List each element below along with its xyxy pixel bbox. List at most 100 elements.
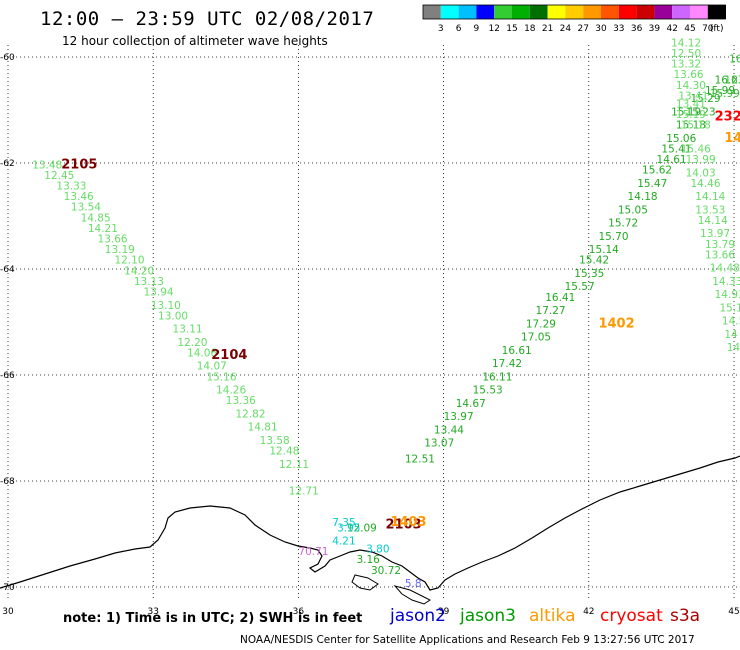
wave-height-value: 14.30 (676, 80, 706, 92)
satellite-jason2-legend: jason2 (390, 606, 446, 626)
color-scale-legend: 3 6 9 12 15 18 21 24 27 30 33 36 39 42 45 70(ft) (422, 4, 727, 34)
color-scale-swatch (672, 5, 690, 19)
orbit-number-label: 1403 (390, 515, 426, 530)
color-scale-swatch (565, 5, 584, 19)
wave-height-value: 14 (724, 329, 738, 341)
credit-line: NOAA/NESDIS Center for Satellite Applica… (240, 634, 695, 646)
color-scale-label: 33 (613, 24, 624, 34)
wave-height-value: 13.54 (71, 202, 101, 214)
wave-height-value: 14.18 (628, 191, 658, 203)
color-scale-swatch (707, 5, 726, 19)
satellite-cryosat-legend: cryosat (600, 606, 663, 626)
wave-height-value: 15.41 (661, 143, 691, 155)
wave-height-value: 13.66 (674, 69, 704, 81)
color-scale-label: (ft) (710, 24, 724, 34)
footnote: note: 1) Time is in UTC; 2) SWH is in fe… (63, 611, 363, 626)
wave-height-value: 13.97 (700, 228, 730, 240)
wave-height-value: 15.42 (579, 255, 609, 267)
wave-height-value: 15.35 (574, 268, 604, 280)
wave-height-value: 15.19 (671, 106, 701, 118)
satellite-jason3-legend: jason3 (460, 606, 516, 626)
wave-height-value: 13.36 (226, 395, 256, 407)
wave-height-value: 14.07 (197, 361, 227, 373)
color-scale-label: 45 (684, 24, 695, 34)
wave-height-value: 12.51 (405, 453, 435, 465)
wave-height-value: 12.10 (114, 255, 144, 267)
color-scale-frame (422, 4, 727, 20)
wave-height-value: 13.48 (32, 159, 62, 171)
wave-height-value: 13.07 (424, 438, 454, 450)
wave-height-value: 15.29 (690, 93, 720, 105)
color-scale-label: 6 (456, 24, 462, 34)
longitude-tick-label: 42 (583, 607, 594, 617)
wave-height-value: 13.53 (695, 204, 725, 216)
color-scale-swatch (601, 5, 619, 19)
wave-height-value: 15.18 (676, 120, 706, 132)
wave-height-value: 14.20 (124, 265, 154, 277)
longitude-tick-label: 30 (2, 607, 14, 617)
wave-height-value: 15.14 (589, 244, 619, 256)
wave-height-value: 14.48 (710, 263, 740, 275)
wave-height-value: 15.72 (608, 218, 638, 230)
wave-height-value: 12.48 (269, 446, 299, 458)
wave-height-value: 17.42 (492, 358, 522, 370)
wave-height-value: 15.62 (642, 165, 672, 177)
wave-height-value: 16.41 (545, 292, 575, 304)
longitude-tick-label: 33 (147, 607, 158, 617)
coastline-bay (393, 585, 431, 605)
wave-height-value: 13.58 (260, 435, 290, 447)
color-scale-label: 30 (595, 24, 607, 34)
wave-height-value: 15.16 (206, 371, 236, 383)
orbit-number-label: 1402 (598, 316, 634, 331)
wave-height-value: 16.27 (715, 75, 740, 87)
wave-height-value: 13.66 (98, 234, 128, 246)
wave-height-value: 14.12 (671, 37, 701, 49)
wave-height-value: 12.09 (347, 522, 377, 534)
wave-height-value: 15.18 (681, 120, 711, 132)
orbit-number-label: 2105 (61, 157, 97, 172)
wave-height-value: 3.80 (366, 544, 389, 556)
wave-height-value: 13.79 (705, 239, 735, 251)
wave-height-value: 14.5 (722, 316, 740, 328)
wave-height-value: 14 (727, 342, 740, 354)
wave-height-value: 12.50 (671, 48, 701, 60)
wave-height-value: 7.35 (332, 517, 355, 529)
wave-height-value: 14.61 (657, 154, 687, 166)
color-scale-swatch (583, 5, 601, 19)
wave-height-value: 4.21 (332, 536, 355, 548)
wave-height-value: 15.05 (618, 204, 648, 216)
color-scale-swatch (440, 5, 459, 19)
color-scale-swatch (654, 5, 673, 19)
wave-height-value: 16. (729, 53, 740, 65)
color-scale-swatch (423, 5, 441, 19)
longitude-tick-label: 39 (438, 607, 450, 617)
wave-height-value: 13.32 (671, 59, 701, 71)
wave-height-value: 15.47 (637, 178, 667, 190)
wave-height-value: 14.14 (695, 191, 725, 203)
satellite-altika-legend: altika (529, 606, 576, 626)
wave-height-value: 3.95 (337, 522, 360, 534)
satellite-s3a-legend: s3a (670, 606, 701, 626)
color-scale-label: 3 (438, 24, 444, 34)
map-title: 12:00 – 23:59 UTC 02/08/2017 (40, 8, 375, 30)
wave-height-value: 14.67 (456, 398, 486, 410)
wave-height-value: 15.06 (666, 133, 696, 145)
wave-height-value: 13.66 (705, 249, 735, 261)
wave-height-value: 13.41 (678, 90, 708, 102)
wave-height-value: 15.53 (473, 385, 503, 397)
wave-height-value: 12.11 (279, 459, 309, 471)
wave-height-value: 12.82 (235, 408, 265, 420)
wave-height-value: 5.8 (405, 578, 422, 590)
wave-height-value: 15.23 (686, 106, 716, 118)
wave-height-value: 15.99 (705, 85, 735, 97)
orbit-number-label: 2104 (211, 348, 247, 363)
orbit-number-label: 2103 (386, 518, 422, 533)
wave-height-value: 14.26 (216, 385, 246, 397)
color-scale-label: 15 (506, 24, 517, 34)
wave-height-value: 16.61 (502, 345, 532, 357)
color-scale-label: 27 (577, 24, 588, 34)
wave-height-value: 14.21 (88, 223, 118, 235)
wave-height-value: 14.93 (715, 289, 740, 301)
wave-height-value: 16.2 (724, 75, 740, 87)
